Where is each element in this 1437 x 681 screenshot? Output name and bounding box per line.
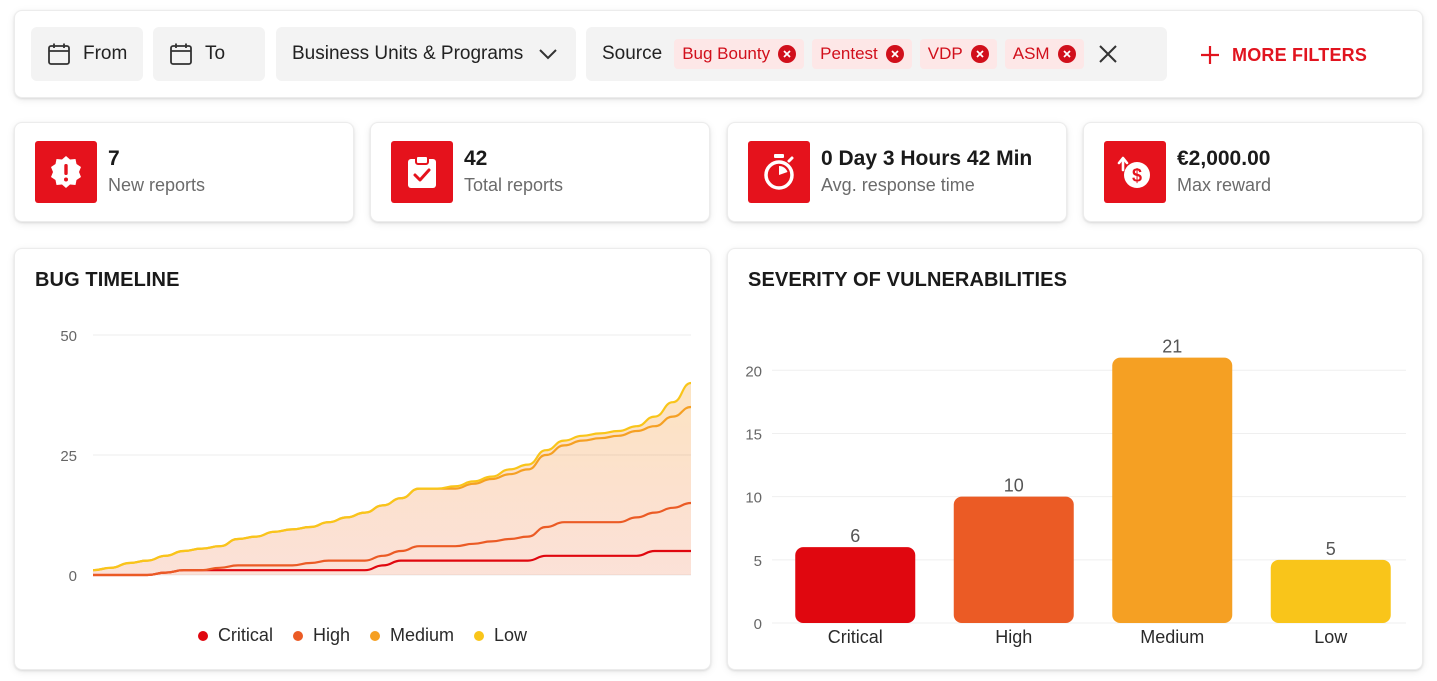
- source-tag-bug-bounty[interactable]: Bug Bounty: [674, 39, 805, 69]
- bar-critical[interactable]: [795, 547, 916, 623]
- x-category-label: Critical: [828, 627, 883, 647]
- legend-dot: [292, 630, 303, 641]
- tag-label: Pentest: [820, 44, 878, 63]
- bar-low[interactable]: [1270, 559, 1391, 623]
- severity-card: SEVERITY OF VULNERABILITIES 0 5 10 15 20 6 Cri…: [727, 248, 1423, 670]
- remove-tag-icon[interactable]: [778, 45, 797, 63]
- source-tag-pentest[interactable]: Pentest: [812, 39, 912, 69]
- tag-label: Bug Bounty: [682, 44, 771, 63]
- to-date-button[interactable]: To: [153, 27, 265, 81]
- stat-value: 7: [108, 147, 120, 170]
- stat-label: Avg. response time: [821, 175, 975, 195]
- plus-icon: [1201, 46, 1219, 64]
- timeline-legend: Critical High Medium Low: [15, 625, 710, 646]
- calendar-icon: [48, 43, 70, 65]
- bug-timeline-chart: 0 25 50: [60, 328, 692, 585]
- legend-dot: [197, 630, 208, 641]
- legend-label: Critical: [217, 625, 273, 645]
- from-label: From: [83, 43, 128, 64]
- x-category-label: Low: [1314, 627, 1348, 647]
- bar-value-label: 21: [1162, 337, 1182, 357]
- bug-timeline-title: BUG TIMELINE: [35, 269, 180, 291]
- to-label: To: [205, 43, 226, 64]
- source-tag-asm[interactable]: ASM: [1004, 39, 1084, 69]
- more-filters-button[interactable]: MORE FILTERS: [1200, 39, 1367, 71]
- remove-tag-icon[interactable]: [970, 45, 989, 63]
- source-label: Source: [602, 43, 663, 64]
- legend-item-critical[interactable]: Critical: [197, 625, 273, 646]
- legend-label: Low: [494, 625, 528, 645]
- source-tag-vdp[interactable]: VDP: [919, 39, 997, 69]
- bar-value-label: 6: [850, 526, 860, 546]
- close-icon: [1098, 45, 1117, 63]
- filter-bar: From To Business Units & Programs Source…: [14, 10, 1423, 98]
- y-tick-label: 10: [745, 490, 762, 507]
- remove-tag-icon[interactable]: [885, 45, 904, 63]
- tag-label: VDP: [927, 44, 963, 63]
- severity-title: SEVERITY OF VULNERABILITIES: [748, 269, 1068, 291]
- legend-item-low[interactable]: Low: [474, 625, 527, 646]
- severity-bar-chart: 0 5 10 15 20 6 Critical 10 High 21 Medium 5 Low: [745, 337, 1406, 647]
- y-tick-label: 15: [745, 426, 762, 443]
- stopwatch-icon: [748, 141, 810, 203]
- y-tick-label: 20: [745, 363, 762, 380]
- stat-card-total-reports: 42 Total reports: [370, 122, 710, 222]
- legend-dot: [474, 630, 485, 641]
- bar-medium[interactable]: [1112, 357, 1233, 623]
- stat-card-max-reward: $ €2,000.00 Max reward: [1083, 122, 1423, 222]
- y-tick-label: 50: [60, 328, 77, 345]
- legend-dot: [369, 630, 380, 641]
- x-category-label: High: [995, 627, 1032, 647]
- business-units-label: Business Units & Programs: [292, 43, 524, 64]
- y-tick-label: 5: [754, 553, 762, 570]
- clipboard-check-icon: [391, 141, 453, 203]
- tag-label: ASM: [1012, 44, 1050, 63]
- y-tick-label: 25: [60, 448, 77, 465]
- bug-timeline-card: BUG TIMELINE 0 25 50 Critical High Medium …: [14, 248, 711, 670]
- calendar-icon: [170, 43, 192, 65]
- legend-label: Medium: [389, 625, 455, 645]
- x-category-label: Medium: [1140, 627, 1204, 647]
- stat-label: Total reports: [464, 175, 564, 195]
- chevron-down-icon: [539, 49, 557, 60]
- legend-item-medium[interactable]: Medium: [369, 625, 455, 646]
- series-line-low: [92, 381, 692, 572]
- y-tick-label: 0: [754, 616, 762, 633]
- alert-badge-icon: [35, 141, 97, 203]
- clear-source-button[interactable]: [1098, 44, 1118, 64]
- stat-value: 42: [464, 147, 488, 170]
- legend-item-high[interactable]: High: [292, 625, 350, 646]
- bar-value-label: 10: [1004, 476, 1024, 496]
- business-units-dropdown[interactable]: Business Units & Programs: [276, 27, 576, 81]
- stat-card-new-reports: 7 New reports: [14, 122, 354, 222]
- remove-tag-icon[interactable]: [1057, 45, 1076, 63]
- more-filters-label: MORE FILTERS: [1232, 44, 1368, 65]
- bar-high[interactable]: [953, 496, 1074, 623]
- dollar-coin-icon: $: [1104, 141, 1166, 203]
- stat-label: New reports: [108, 175, 206, 195]
- timeline-area-fill: [93, 383, 691, 575]
- legend-label: High: [312, 625, 350, 645]
- stat-value: €2,000.00: [1177, 147, 1271, 170]
- svg-text:$: $: [1132, 166, 1142, 186]
- stat-value: 0 Day 3 Hours 42 Min: [821, 147, 1033, 170]
- series-line-high: [93, 501, 692, 577]
- source-filter[interactable]: Source Bug Bounty Pentest VDP ASM: [586, 27, 1167, 81]
- from-date-button[interactable]: From: [31, 27, 143, 81]
- y-tick-label: 0: [69, 568, 77, 585]
- stat-label: Max reward: [1177, 175, 1272, 195]
- stat-card-response-time: 0 Day 3 Hours 42 Min Avg. response time: [727, 122, 1067, 222]
- bar-value-label: 5: [1326, 539, 1336, 559]
